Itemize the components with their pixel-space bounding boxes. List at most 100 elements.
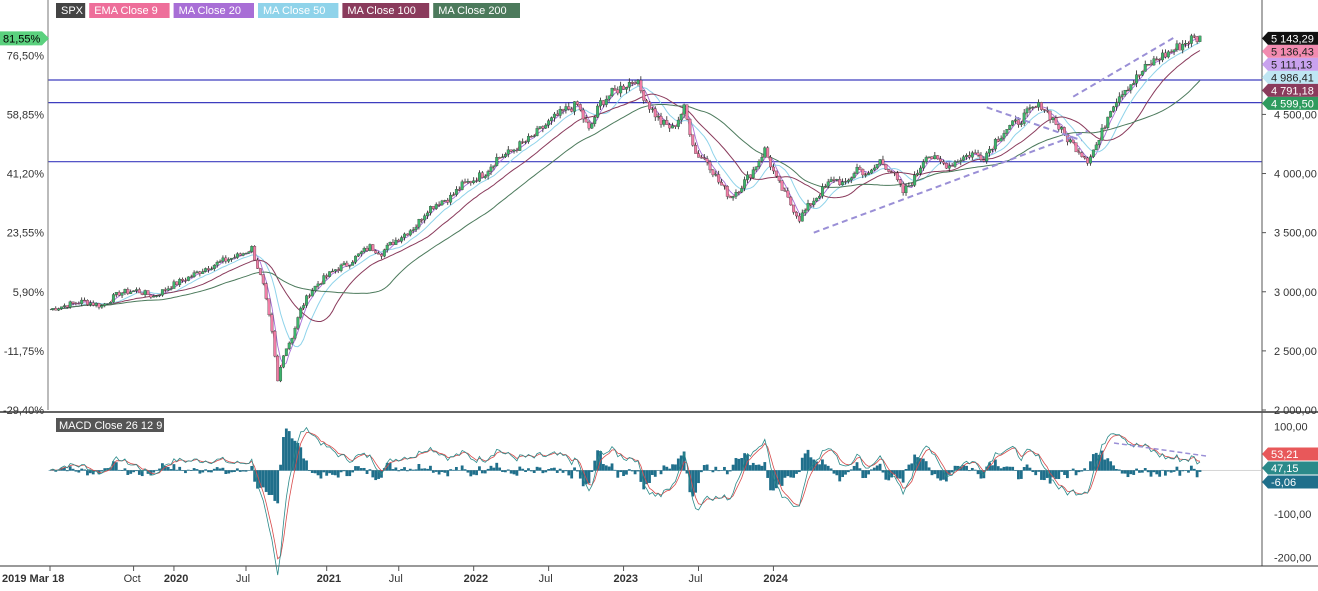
candle-body (224, 257, 228, 262)
right-tick-label: 3 500,00 (1274, 228, 1317, 240)
macd-histogram-bar (924, 461, 928, 471)
candle-body (826, 181, 830, 187)
macd-histogram-bar (524, 470, 527, 472)
macd-histogram-bar (241, 470, 245, 472)
macd-histogram-bar (88, 470, 92, 474)
candle-body (950, 165, 954, 167)
candle-body (431, 206, 435, 209)
macd-histogram-bar (751, 462, 755, 471)
candle-body (1080, 152, 1084, 157)
candle-body (1037, 102, 1041, 108)
candle-body (593, 117, 597, 124)
macd-histogram-bar (489, 465, 493, 471)
macd-histogram-bar (1091, 454, 1095, 471)
macd-histogram-bar (518, 466, 522, 471)
macd-histogram-bar (1057, 470, 1061, 480)
macd-histogram-bar (1054, 470, 1058, 479)
candle-body (1091, 149, 1095, 157)
legend-label-2[interactable]: MA Close 20 (179, 5, 241, 17)
macd-histogram-bar (1140, 470, 1144, 473)
candle-body (1094, 144, 1098, 151)
macd-histogram-bar (731, 464, 735, 471)
macd-histogram-bar (786, 470, 790, 477)
candle-body (377, 252, 381, 255)
candle-body (650, 108, 654, 110)
macd-histogram-bar (573, 467, 576, 471)
candle-body (114, 291, 118, 295)
macd-histogram-bar (472, 470, 476, 475)
macd-histogram-bar (1112, 465, 1115, 471)
candle-body (446, 200, 450, 203)
legend[interactable]: SPX EMA Close 9 MA Close 20 MA Close 50 MA C… (56, 3, 520, 18)
candle-body (757, 161, 761, 168)
macd-histogram-bar (907, 464, 911, 471)
macd-histogram-bar (1083, 468, 1087, 471)
candle-body (1109, 111, 1113, 118)
legend-label-4[interactable]: MA Close 100 (347, 5, 415, 17)
legend-label-3[interactable]: MA Close 50 (263, 5, 325, 17)
candle-body (570, 108, 574, 112)
candle-body (227, 259, 231, 262)
price-badge-label: 4 791,18 (1271, 85, 1314, 97)
macd-histogram-bar (449, 469, 453, 471)
legend-item-4[interactable] (342, 3, 430, 18)
candle-body (702, 157, 706, 159)
candle-body (117, 291, 121, 296)
macd-histogram-bar (501, 470, 504, 472)
candle-body (939, 158, 943, 162)
candle-body (835, 179, 839, 181)
macd-histogram-bar (916, 457, 919, 471)
candle-body (1011, 120, 1015, 126)
candle-body (305, 295, 308, 306)
candle-body (823, 185, 827, 188)
macd-histogram-bar (832, 470, 836, 474)
time-tick-label: 2019 Mar 18 (2, 573, 64, 585)
macd-histogram-bar (463, 469, 467, 471)
candle-body (973, 152, 977, 154)
candle-body (872, 167, 876, 171)
macd-histogram-bar (391, 469, 395, 471)
candle-body (109, 302, 112, 304)
macd-histogram-bar (235, 468, 239, 471)
macd-histogram-bar (913, 454, 917, 471)
candle-body (57, 308, 61, 311)
candle-body (653, 108, 657, 118)
legend-item-2[interactable] (173, 3, 254, 18)
candle-body (769, 157, 773, 168)
macd-histogram-bar (1019, 470, 1023, 479)
legend-item-5[interactable] (433, 3, 520, 18)
candle-body (679, 114, 683, 121)
legend-label-0[interactable]: SPX (61, 5, 84, 17)
macd-histogram-bar (394, 467, 398, 471)
candle-body (1169, 51, 1173, 53)
time-tick-label: Oct (124, 573, 141, 585)
price-badge-label: 5 143,29 (1271, 33, 1314, 45)
legend-label-5[interactable]: MA Close 200 (438, 5, 506, 17)
axes: 2 000,00 2 500,00 3 000,00 3 500,00 4 000,00… (0, 0, 1318, 567)
candle-body (792, 204, 796, 213)
macd-histogram-bar (901, 470, 905, 483)
candle-body (509, 149, 513, 152)
macd-histogram-bar (622, 470, 625, 477)
candle-body (1025, 108, 1029, 114)
macd-histogram-bar (186, 469, 190, 471)
candle-body (936, 155, 940, 160)
macd-histogram-bar (1129, 470, 1133, 475)
legend-item-3[interactable] (258, 3, 339, 18)
legend-item-1[interactable] (89, 3, 170, 18)
candle-body (818, 195, 821, 199)
candle-body (293, 328, 297, 339)
macd-histogram-bar (210, 470, 213, 473)
macd-histogram-bar (1011, 466, 1015, 471)
candle-body (328, 271, 332, 277)
macd-histogram-bar (1120, 470, 1124, 474)
candle-body (901, 183, 905, 194)
macd-histogram-bar (619, 470, 623, 473)
candle-body (714, 174, 718, 176)
legend-item-0[interactable] (56, 3, 86, 18)
candle-body (1008, 125, 1012, 130)
legend-label-1[interactable]: EMA Close 9 (94, 5, 158, 17)
macd-histogram-bar (86, 470, 89, 476)
candle-body (149, 294, 153, 298)
candle-body (1034, 106, 1038, 108)
